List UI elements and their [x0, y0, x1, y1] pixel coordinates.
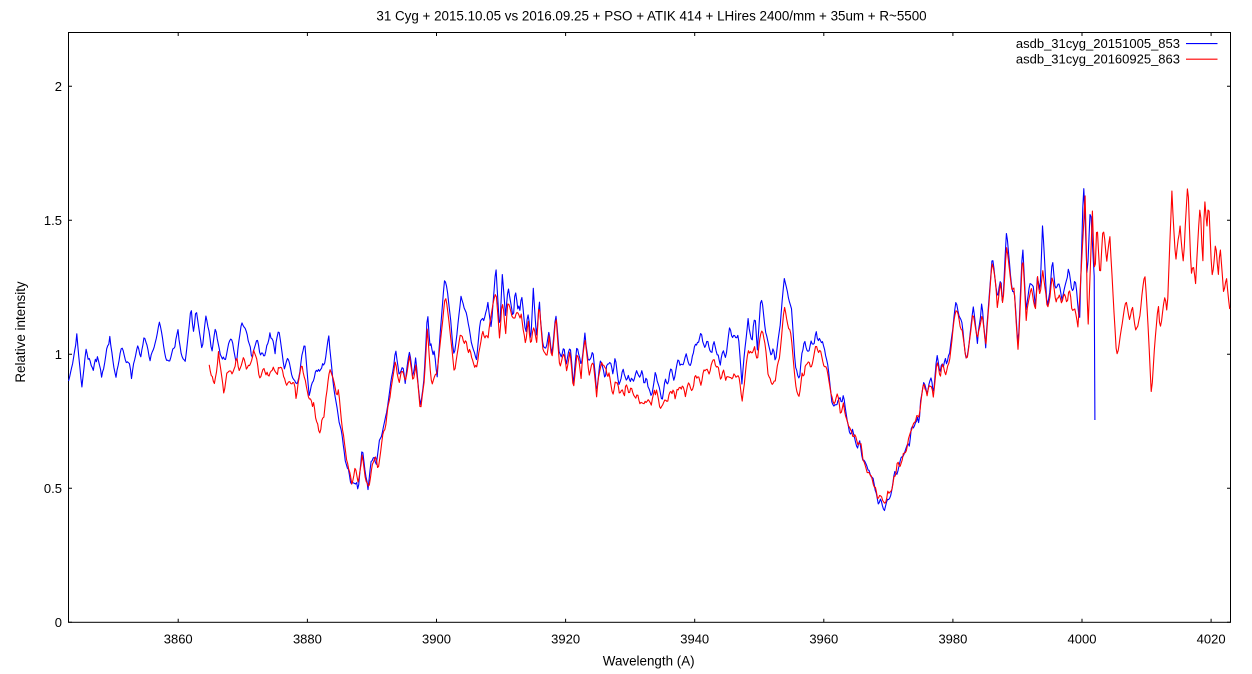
- svg-text:2: 2: [55, 79, 62, 94]
- svg-text:4020: 4020: [1197, 632, 1226, 647]
- svg-text:3980: 3980: [938, 632, 967, 647]
- svg-text:asdb_31cyg_20151005_853: asdb_31cyg_20151005_853: [1016, 36, 1180, 51]
- svg-text:3940: 3940: [680, 632, 709, 647]
- svg-text:31 Cyg + 2015.10.05 vs 2016.09: 31 Cyg + 2015.10.05 vs 2016.09.25 + PSO …: [376, 9, 926, 24]
- svg-text:Relative intensity: Relative intensity: [13, 281, 28, 383]
- svg-text:3960: 3960: [809, 632, 838, 647]
- svg-text:3860: 3860: [164, 632, 193, 647]
- svg-text:1.5: 1.5: [44, 213, 62, 228]
- svg-text:3900: 3900: [422, 632, 451, 647]
- svg-text:0.5: 0.5: [44, 481, 62, 496]
- svg-text:3880: 3880: [293, 632, 322, 647]
- svg-text:0: 0: [55, 615, 62, 630]
- svg-text:4000: 4000: [1068, 632, 1097, 647]
- svg-text:1: 1: [55, 347, 62, 362]
- svg-text:3920: 3920: [551, 632, 580, 647]
- svg-text:asdb_31cyg_20160925_863: asdb_31cyg_20160925_863: [1016, 52, 1180, 67]
- svg-text:Wavelength (A): Wavelength (A): [603, 654, 695, 669]
